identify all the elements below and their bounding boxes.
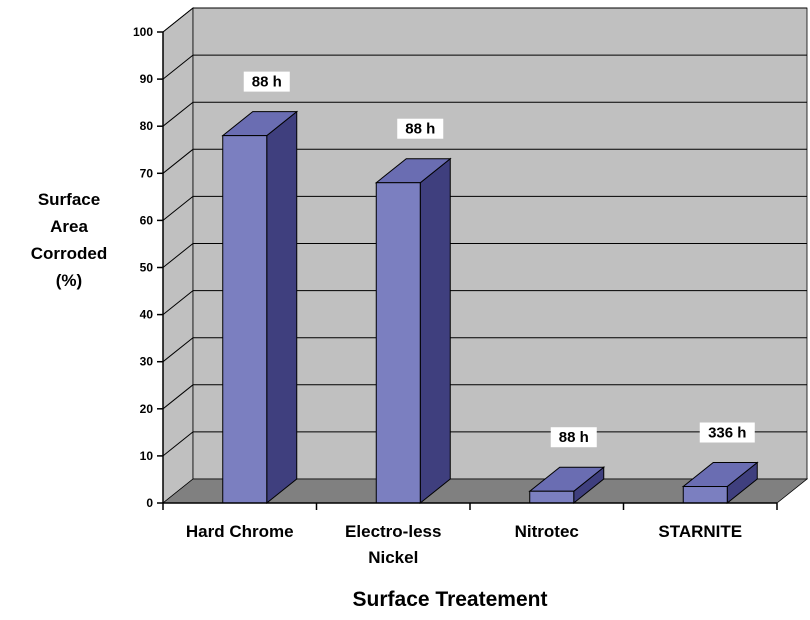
bar-front bbox=[529, 490, 575, 504]
y-axis-title: Area bbox=[50, 217, 88, 236]
y-tick-label: 0 bbox=[146, 496, 153, 510]
gridline bbox=[162, 243, 807, 268]
data-label: 336 h bbox=[708, 425, 746, 442]
axis-titles: Surface Treatement Surface Area Corroded (%) bbox=[31, 190, 548, 611]
gridline bbox=[162, 384, 807, 410]
bar-front bbox=[222, 135, 268, 504]
gridlines bbox=[162, 7, 807, 457]
y-tick-label: 70 bbox=[140, 166, 154, 180]
y-tick-label: 100 bbox=[133, 25, 153, 39]
data-label-box bbox=[243, 71, 290, 92]
bar bbox=[528, 466, 606, 505]
gridline bbox=[162, 7, 807, 33]
y-tick-label: 80 bbox=[140, 119, 154, 133]
data-labels: 88 h 88 h 88 h 336 h bbox=[243, 71, 755, 448]
y-axis-title: (%) bbox=[56, 271, 82, 290]
data-label-box bbox=[397, 118, 444, 139]
x-tick-label: Electro-less bbox=[345, 522, 441, 541]
y-tick-label: 50 bbox=[140, 261, 154, 275]
data-label: 88 h bbox=[405, 121, 435, 138]
bar bbox=[374, 157, 452, 505]
y-axis: 0 10 20 30 40 50 60 70 80 90 100 bbox=[133, 25, 164, 510]
gridline bbox=[162, 431, 807, 457]
gridline bbox=[162, 337, 807, 363]
x-axis-title: Surface Treatement bbox=[353, 588, 548, 611]
x-tick-label: STARNITE bbox=[658, 522, 742, 541]
bar-side bbox=[419, 157, 451, 505]
bar-side bbox=[266, 110, 298, 505]
gridline bbox=[162, 290, 807, 315]
bar bbox=[681, 461, 759, 505]
y-tick-label: 40 bbox=[140, 308, 154, 322]
data-label-box bbox=[699, 422, 755, 443]
data-label: 88 h bbox=[559, 429, 589, 446]
y-tick-label: 90 bbox=[140, 72, 154, 86]
gridline bbox=[162, 195, 807, 221]
x-tick-label: Hard Chrome bbox=[186, 522, 294, 541]
y-tick-label: 20 bbox=[140, 402, 154, 416]
y-tick-label: 30 bbox=[140, 355, 154, 369]
gridline bbox=[162, 101, 807, 127]
y-tick-label: 10 bbox=[140, 449, 154, 463]
data-label-box bbox=[550, 427, 597, 448]
y-axis-title: Surface bbox=[38, 190, 100, 209]
y-axis-title: Corroded bbox=[31, 244, 108, 263]
data-label: 88 h bbox=[252, 74, 282, 91]
bar-front bbox=[375, 182, 421, 504]
x-tick-label: Nitrotec bbox=[515, 522, 579, 541]
y-tick-label: 60 bbox=[140, 213, 154, 227]
x-axis: Hard Chrome Electro-less Nickel Nitrotec STA… bbox=[162, 502, 778, 567]
bar-front bbox=[682, 486, 728, 504]
gridline bbox=[162, 54, 807, 80]
gridline bbox=[162, 148, 807, 174]
bar bbox=[221, 110, 299, 505]
x-tick-label: Nickel bbox=[368, 548, 418, 567]
